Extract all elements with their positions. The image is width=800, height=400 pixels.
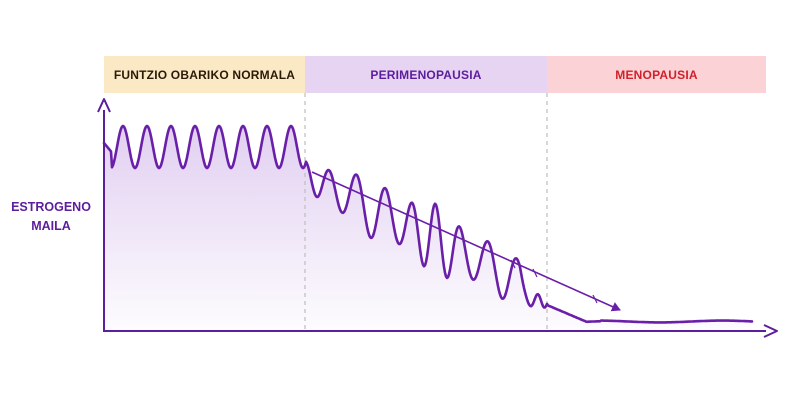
decline-trend-arrow [311, 171, 621, 312]
trend-tick-2 [532, 268, 538, 278]
phase-band-perimenopause [305, 56, 547, 93]
y-axis-label-line-1: ESTROGENO [11, 200, 91, 214]
y-axis-label-line-2: MAILA [31, 219, 71, 233]
estrogen-area-fill [104, 126, 752, 330]
phase-band-menopause [547, 56, 766, 93]
trend-tick-3 [592, 294, 598, 304]
phase-label-menopause: MENOPAUSIA [615, 68, 698, 82]
phase-label-perimenopause: PERIMENOPAUSIA [370, 68, 481, 82]
phase-band-normal [104, 56, 305, 93]
x-axis-arrowhead [763, 324, 778, 338]
estrogen-level-curve [102, 124, 754, 324]
phase-label-normal: FUNTZIO OBARIKO NORMALA [114, 68, 295, 82]
y-axis-arrowhead [97, 98, 111, 113]
